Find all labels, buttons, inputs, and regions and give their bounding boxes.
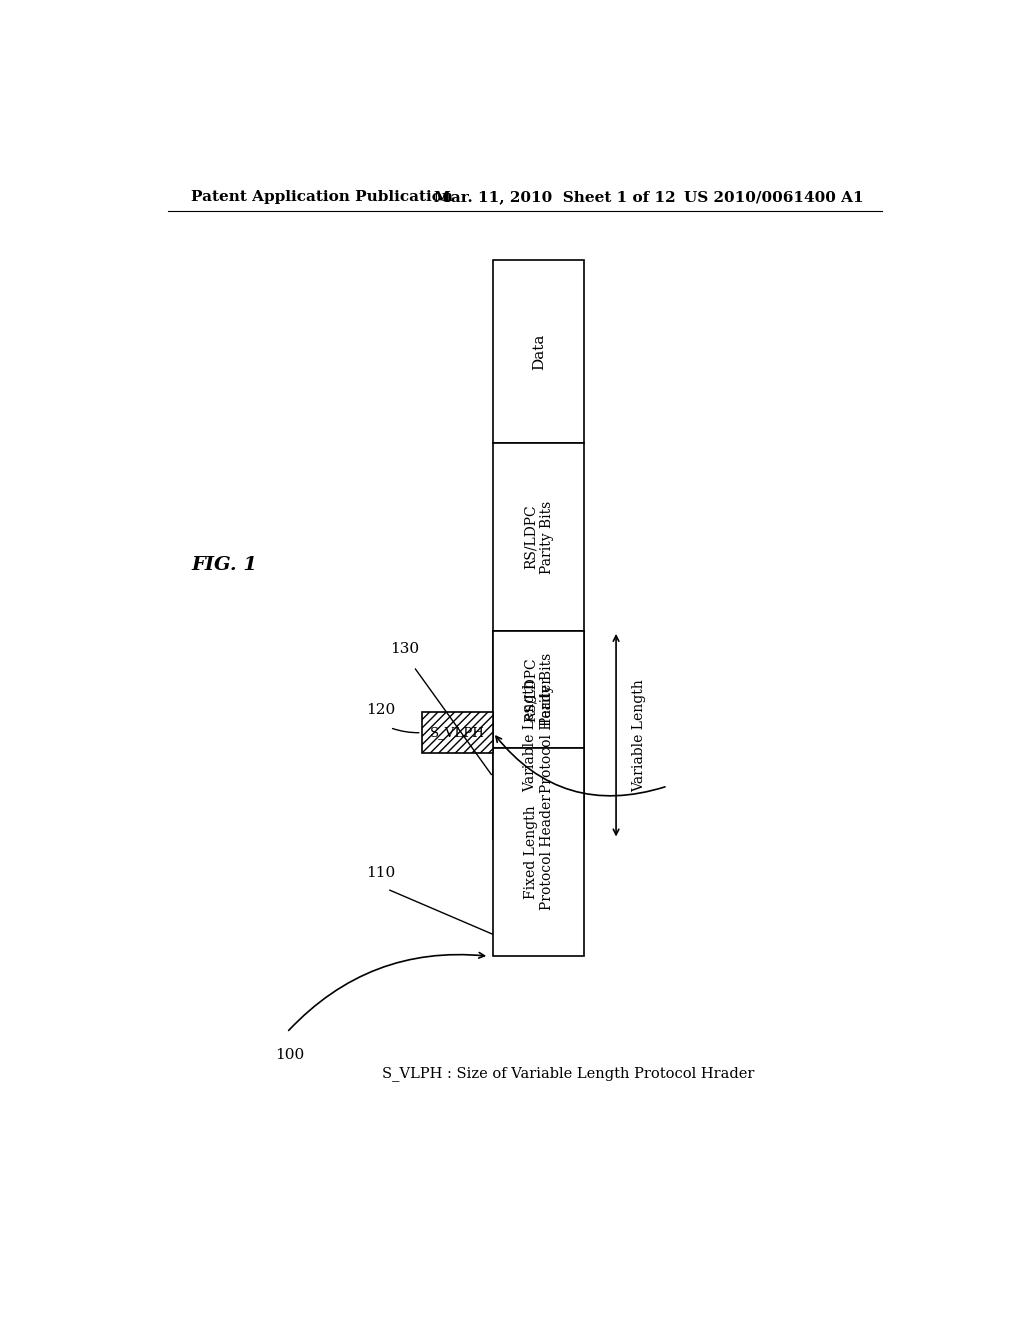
Text: 110: 110 [367, 866, 395, 880]
Bar [494, 260, 585, 444]
Text: Fixed Length
Protocol Header: Fixed Length Protocol Header [523, 795, 554, 909]
Bar [494, 748, 585, 956]
Text: RS/LDPC
Parity Bits: RS/LDPC Parity Bits [523, 653, 554, 726]
Text: Data: Data [531, 334, 546, 370]
Bar [494, 631, 585, 748]
Text: S_VLPH: S_VLPH [430, 726, 484, 739]
Bar [494, 631, 585, 840]
Text: US 2010/0061400 A1: US 2010/0061400 A1 [684, 190, 863, 205]
Text: FIG. 1: FIG. 1 [191, 556, 257, 574]
Text: 130: 130 [390, 643, 419, 656]
Text: Variable Length: Variable Length [632, 678, 646, 792]
Text: S_VLPH : Size of Variable Length Protocol Hrader: S_VLPH : Size of Variable Length Protoco… [382, 1065, 755, 1081]
Text: Mar. 11, 2010  Sheet 1 of 12: Mar. 11, 2010 Sheet 1 of 12 [433, 190, 675, 205]
Bar [422, 713, 494, 752]
Text: 120: 120 [367, 704, 395, 718]
Text: Variable Length
Protocol Header: Variable Length Protocol Header [523, 677, 554, 793]
Text: RS/LDPC
Parity Bits: RS/LDPC Parity Bits [523, 500, 554, 574]
Text: 100: 100 [274, 1048, 304, 1061]
Bar [494, 444, 585, 631]
Text: Patent Application Publication: Patent Application Publication [191, 190, 454, 205]
